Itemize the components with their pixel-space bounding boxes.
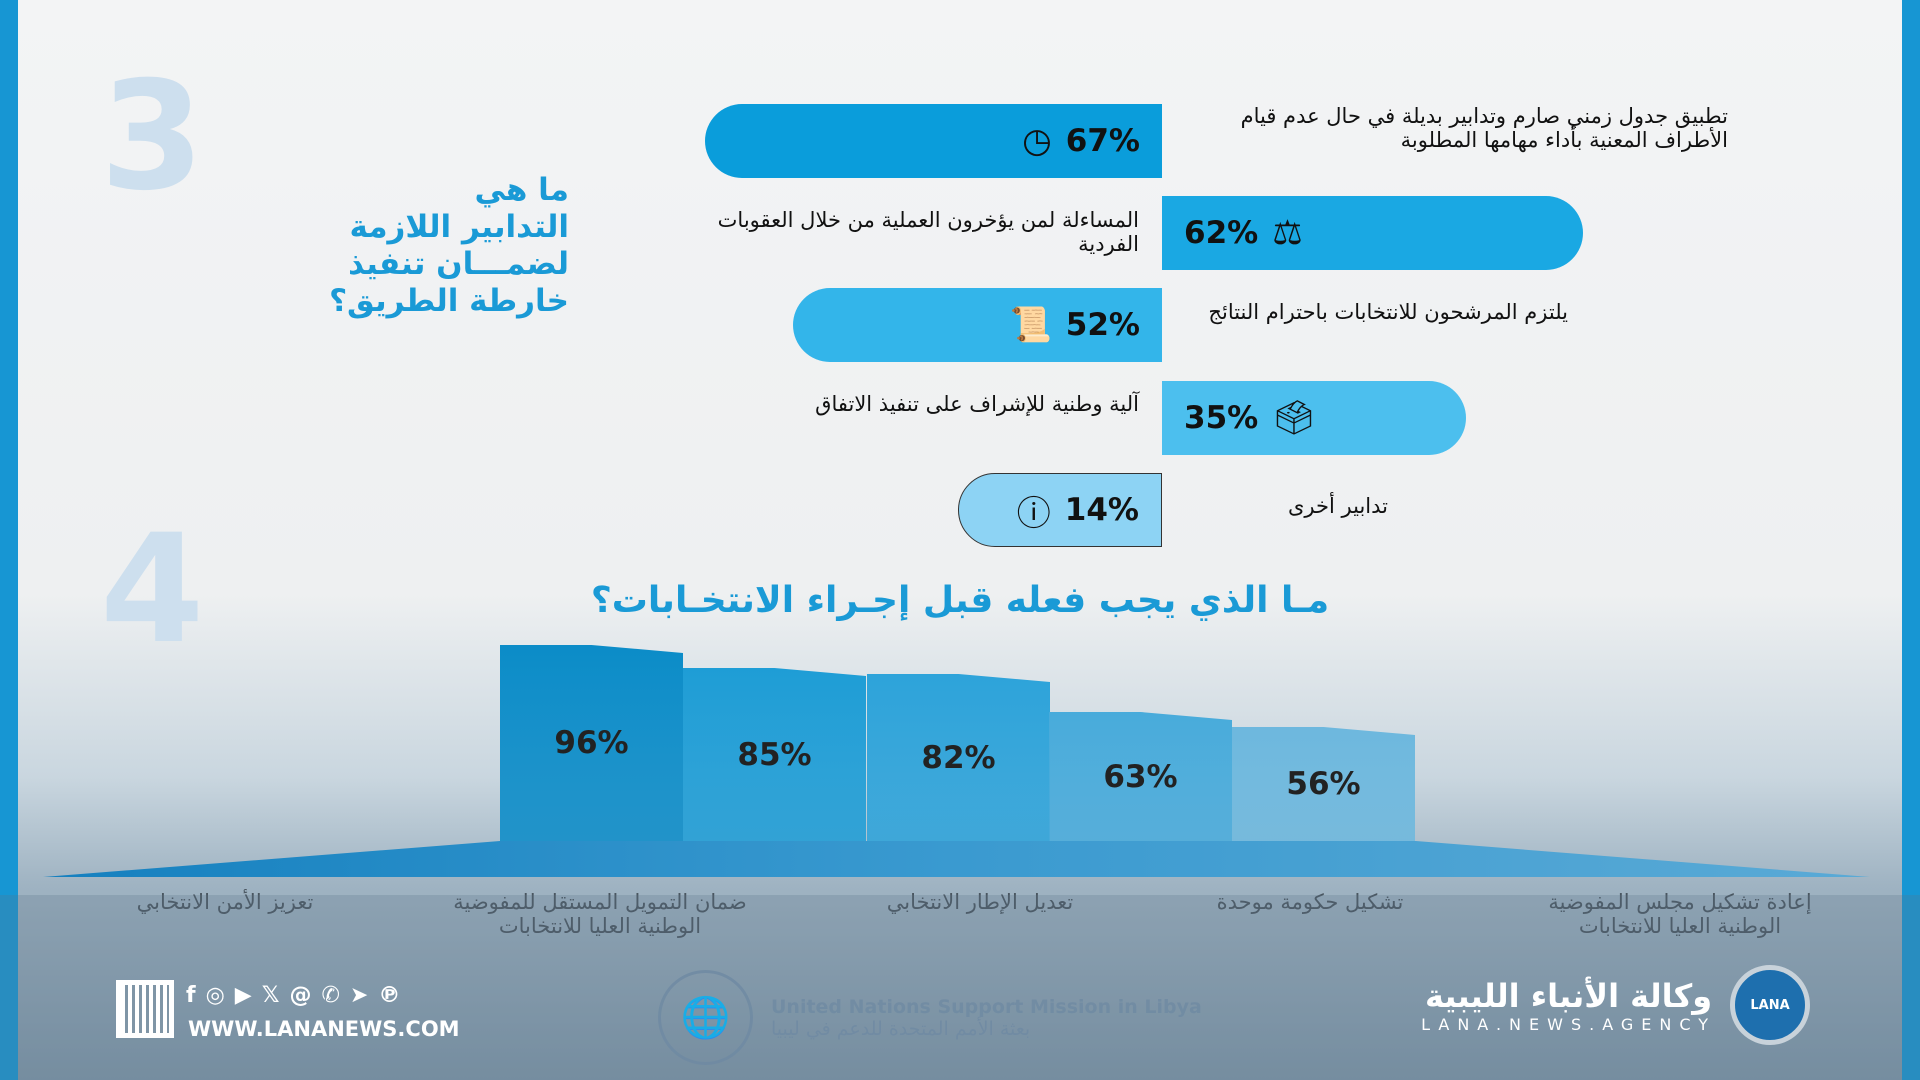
facebook-icon[interactable]: f: [186, 983, 196, 1008]
certificate-icon: 📜: [1009, 305, 1052, 345]
bar-value-label: 85%: [737, 736, 812, 773]
chart-bar: 82%: [867, 674, 1050, 841]
section-number-4: 4: [100, 503, 205, 677]
agency-name-ar: وكالة الأنباء الليبية: [1425, 976, 1713, 1015]
measure-bar: ◷ 67%: [705, 104, 1162, 178]
lana-globe-icon: LANA: [1730, 965, 1810, 1045]
chart-bar: 96%: [500, 645, 683, 841]
un-name-en: United Nations Support Mission in Libya: [771, 995, 1202, 1018]
section3-title: ما هي التدابير اللازمة لضمـــان تنفيذ خا…: [329, 172, 569, 320]
measure-bar: 62% ⚖: [1162, 196, 1583, 270]
section4-title: مـا الذي يجب فعله قبل إجـراء الانتخـابات…: [590, 580, 1330, 621]
right-border: [1902, 0, 1920, 1080]
measure-bar: ⓘ 14%: [958, 473, 1162, 547]
lana-logo: وكالة الأنباء الليبية LANA.NEWS.AGENCY L…: [1421, 965, 1810, 1045]
bar-value-label: 96%: [554, 725, 629, 761]
chart-base: [43, 841, 1870, 877]
axis-label: تعزيز الأمن الانتخابي: [136, 890, 314, 914]
measure-text: تطبيق جدول زمني صارم وتدابير بديلة في حا…: [1240, 104, 1728, 152]
qr-code: [116, 980, 174, 1038]
whatsapp-icon[interactable]: ✆: [321, 983, 340, 1008]
percent: 67%: [1065, 123, 1140, 159]
measure-text: تدابير أخرى: [1288, 494, 1388, 518]
threads-icon[interactable]: @: [289, 983, 312, 1008]
title-line: ما هي: [474, 172, 569, 208]
question-icon: ⓘ: [1016, 493, 1051, 534]
instagram-icon[interactable]: ◎: [205, 983, 225, 1008]
measure-text: المساءلة لمن يؤخرون العملية من خلال العق…: [717, 208, 1139, 256]
ballot-box-icon: 🗳: [1272, 398, 1316, 438]
axis-label: تشكيل حكومة موحدة: [1216, 890, 1404, 914]
chart-bar: 56%: [1232, 727, 1415, 841]
chart-bar: 85%: [683, 668, 866, 841]
title-line: لضمـــان تنفيذ: [348, 246, 569, 282]
youtube-icon[interactable]: ▶: [234, 983, 252, 1008]
bar-value-label: 63%: [1103, 758, 1178, 795]
pinterest-icon[interactable]: ℗: [378, 983, 401, 1008]
scales-icon: ⚖: [1272, 213, 1303, 253]
logo-text: LANA: [1750, 997, 1790, 1013]
footer: [0, 895, 1920, 1080]
left-border: [0, 0, 18, 1080]
chart-bar: 63%: [1049, 712, 1232, 841]
un-name-ar: بعثة الأمم المتحدة للدعم في ليبيا: [771, 1017, 1031, 1040]
measure-bar: 📜 52%: [793, 288, 1162, 362]
measure-text: آلية وطنية للإشراف على تنفيذ الاتفاق: [815, 392, 1139, 416]
bar-value-label: 56%: [1286, 766, 1361, 802]
percent: 14%: [1064, 492, 1139, 528]
unsmil-logo: 🌐 United Nations Support Mission in Liby…: [658, 970, 1202, 1065]
title-line: التدابير اللازمة: [349, 209, 569, 245]
agency-name-en: LANA.NEWS.AGENCY: [1421, 1014, 1716, 1034]
x-icon[interactable]: 𝕏: [261, 983, 280, 1008]
un-emblem-icon: 🌐: [658, 970, 753, 1065]
axis-label: تعديل الإطار الانتخابي: [886, 890, 1074, 914]
measure-bar: 35% 🗳: [1162, 381, 1466, 455]
title-line: خارطة الطريق؟: [329, 283, 569, 319]
section-number-3: 3: [100, 50, 205, 224]
percent: 35%: [1184, 400, 1259, 436]
bar-value-label: 82%: [921, 739, 996, 776]
website-link[interactable]: WWW.LANANEWS.COM: [188, 1017, 460, 1041]
axis-label: إعادة تشكيل مجلس المفوضية الوطنية العليا…: [1548, 890, 1812, 938]
measure-text: يلتزم المرشحون للانتخابات باحترام النتائ…: [1208, 300, 1568, 324]
percent: 62%: [1184, 215, 1259, 251]
telegram-icon[interactable]: ➤: [349, 983, 369, 1008]
clock-icon: ◷: [1022, 121, 1052, 161]
axis-label: ضمان التمويل المستقل للمفوضية الوطنية ال…: [453, 890, 747, 938]
percent: 52%: [1065, 307, 1140, 343]
social-icons: f ◎ ▶ 𝕏 @ ✆ ➤ ℗: [186, 983, 400, 1008]
